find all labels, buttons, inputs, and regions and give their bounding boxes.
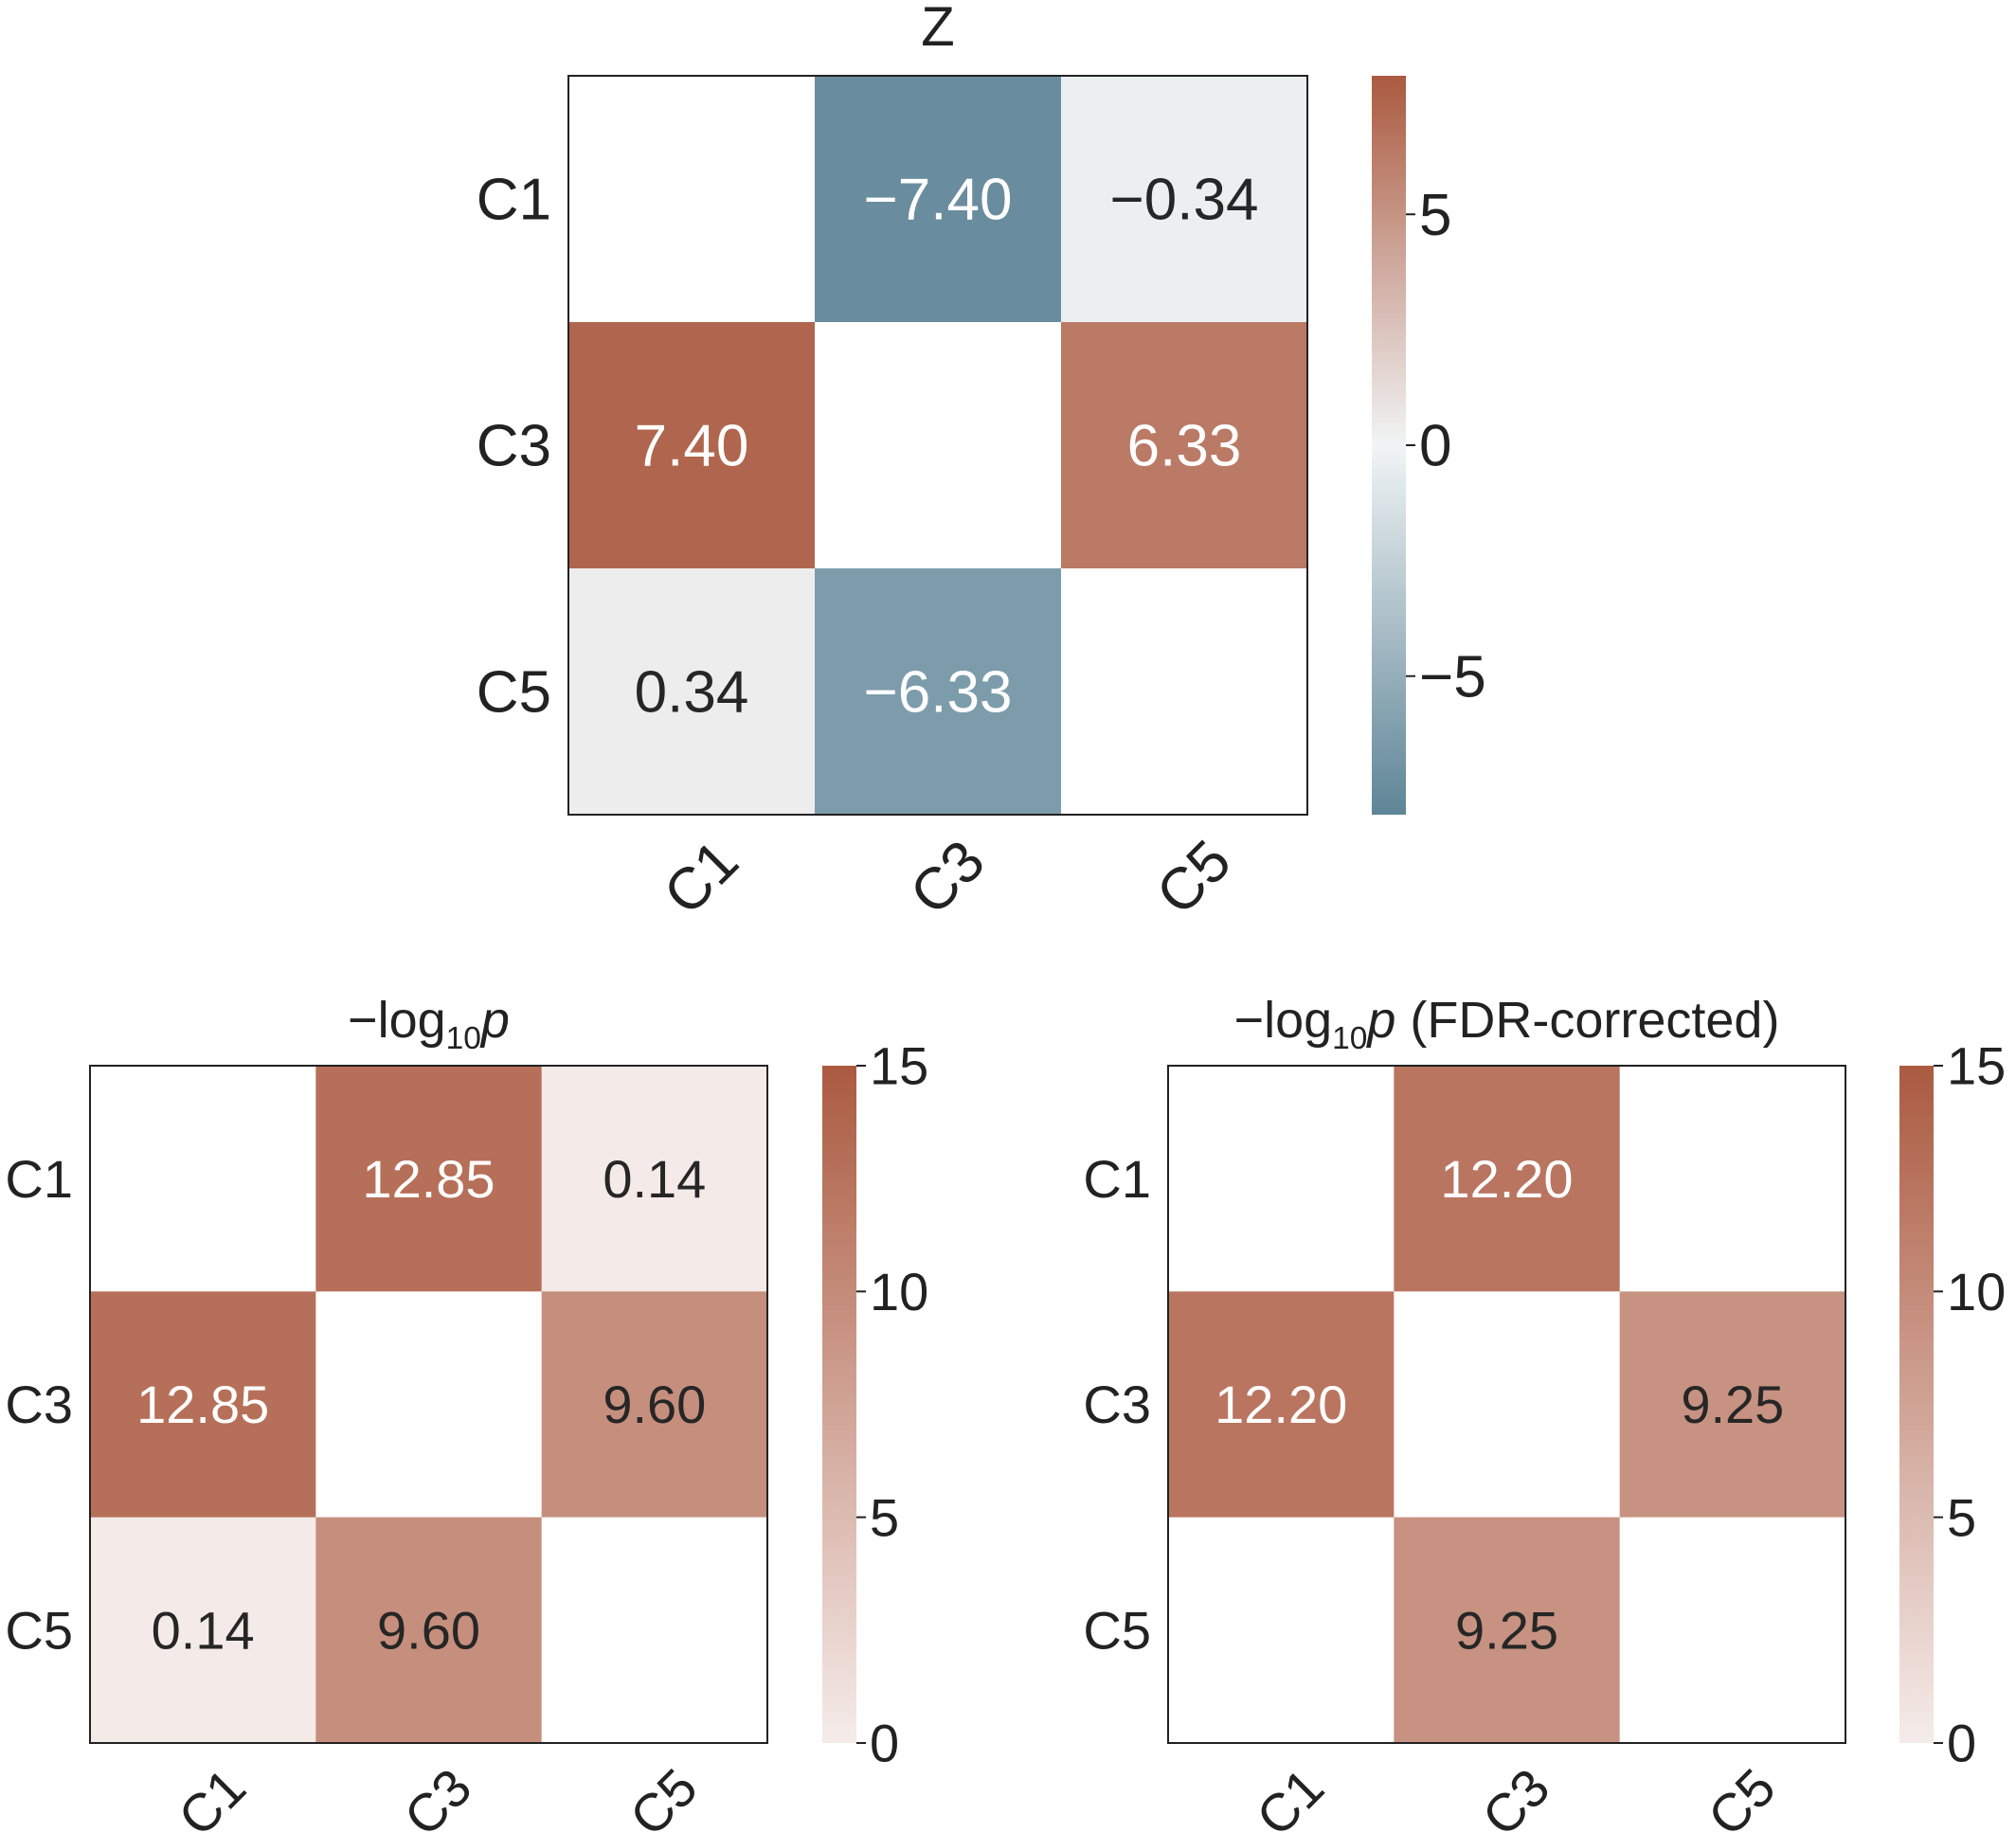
heatmap-cell: [1394, 1066, 1621, 1292]
row-tick-label: C3: [5, 1375, 73, 1434]
heatmap-cell: [1168, 1291, 1395, 1519]
colorbar-tick-label: 5: [870, 1487, 899, 1547]
colorbar-tick-label: −5: [1419, 644, 1486, 710]
title-subscript: 10: [1332, 1021, 1367, 1056]
heatmap-cell: [315, 1517, 543, 1744]
heatmap-cell: [1394, 1291, 1621, 1519]
heatmap-panel-1: Z −7.40 −0.34 7.40 6.33 0.34 −6.33 C1 C3 C5 C1 C3 C5…: [477, 0, 1486, 927]
heatmap-cell: [541, 1291, 768, 1519]
colorbar-tick-label: 15: [870, 1036, 928, 1096]
col-tick-label: C5: [1697, 1757, 1787, 1833]
colorbar-tick-label: 5: [1947, 1487, 1976, 1547]
heatmap-cell: [541, 1517, 768, 1744]
cell-value-label: 9.25: [1455, 1600, 1558, 1660]
row-tick-label: C5: [5, 1600, 73, 1660]
row-tick-label: C3: [477, 414, 551, 479]
heatmap-cell: [568, 322, 816, 569]
title-variable: p: [479, 992, 510, 1049]
chart-title: −log10p (FDR-corrected): [1234, 992, 1780, 1056]
title-part: −log: [1234, 992, 1333, 1049]
row-tick-label: C1: [477, 168, 551, 233]
heatmap-cell: [1061, 76, 1308, 323]
heatmap-cell: [1168, 1517, 1395, 1744]
heatmap-frame: [89, 1065, 768, 1744]
col-tick-label: C3: [898, 828, 998, 927]
cell-value-label: 9.60: [603, 1375, 706, 1434]
colorbar: [1372, 76, 1406, 815]
title-subscript: 10: [446, 1021, 481, 1056]
chart-title: −log10p: [348, 992, 510, 1056]
heatmap-cell: [90, 1066, 316, 1292]
cell-value-label: 12.20: [1215, 1375, 1347, 1434]
heatmap-cell: [90, 1291, 316, 1519]
cell-value-label: 9.25: [1681, 1375, 1784, 1434]
heatmap-cell: [568, 568, 816, 816]
cell-value-label: 12.20: [1440, 1149, 1573, 1209]
heatmap-cell: [1061, 322, 1308, 569]
title-part: Z: [921, 0, 954, 58]
row-tick-label: C5: [477, 660, 551, 726]
col-tick-label: C5: [619, 1757, 709, 1833]
cell-value-label: −6.33: [864, 660, 1013, 726]
row-tick-label: C1: [5, 1149, 73, 1209]
col-tick-label: C1: [167, 1757, 257, 1833]
colorbar-tick-label: 10: [1947, 1262, 2006, 1321]
heatmap-cell: [90, 1517, 316, 1744]
heatmap-cell: [815, 568, 1062, 816]
row-tick-label: C3: [1083, 1375, 1151, 1434]
heatmap-frame: [1167, 1065, 1846, 1744]
cell-value-label: 0.14: [603, 1149, 706, 1209]
colorbar-tick-label: 10: [870, 1262, 928, 1321]
colorbar-tick-label: 15: [1947, 1036, 2006, 1096]
cell-value-label: 0.14: [152, 1600, 255, 1660]
heatmap-cell: [568, 76, 816, 323]
col-tick-label: C3: [1470, 1757, 1560, 1833]
col-tick-label: C5: [1144, 828, 1244, 927]
heatmap-cell: [1061, 568, 1308, 816]
heatmap-cell: [541, 1066, 768, 1292]
cell-value-label: −0.34: [1110, 168, 1259, 233]
chart-title: Z: [921, 0, 954, 58]
col-tick-label: C1: [1245, 1757, 1335, 1833]
colorbar: [822, 1066, 856, 1743]
cell-value-label: −7.40: [864, 168, 1013, 233]
heatmap-cell: [315, 1066, 543, 1292]
cell-value-label: 0.34: [635, 660, 749, 726]
title-part: −log: [348, 992, 446, 1049]
colorbar-tick-label: 0: [870, 1714, 899, 1773]
heatmap-cell: [815, 322, 1062, 569]
heatmap-cell: [1394, 1517, 1621, 1744]
row-tick-label: C1: [1083, 1149, 1151, 1209]
title-variable: p: [1365, 992, 1395, 1049]
heatmap-frame: [567, 75, 1308, 816]
heatmap-cell: [1168, 1066, 1395, 1292]
colorbar: [1899, 1066, 1934, 1743]
col-tick-label: C3: [392, 1757, 482, 1833]
heatmap-cell: [815, 76, 1062, 323]
cell-value-label: 7.40: [635, 414, 749, 479]
colorbar-tick-label: 0: [1419, 414, 1451, 479]
cell-value-label: 12.85: [136, 1375, 269, 1434]
row-tick-label: C5: [1083, 1600, 1151, 1660]
heatmap-cell: [1619, 1517, 1846, 1744]
heatmap-cell: [1619, 1291, 1846, 1519]
colorbar-tick-label: 5: [1419, 183, 1451, 248]
colorbar-tick-label: 0: [1947, 1714, 1976, 1773]
heatmap-cell: [1619, 1066, 1846, 1292]
cell-value-label: 12.85: [362, 1149, 495, 1209]
cell-value-label: 6.33: [1127, 414, 1242, 479]
heatmap-cell: [315, 1291, 543, 1519]
col-tick-label: C1: [652, 828, 751, 927]
title-suffix: (FDR-corrected): [1395, 992, 1779, 1049]
cell-value-label: 9.60: [377, 1600, 480, 1660]
